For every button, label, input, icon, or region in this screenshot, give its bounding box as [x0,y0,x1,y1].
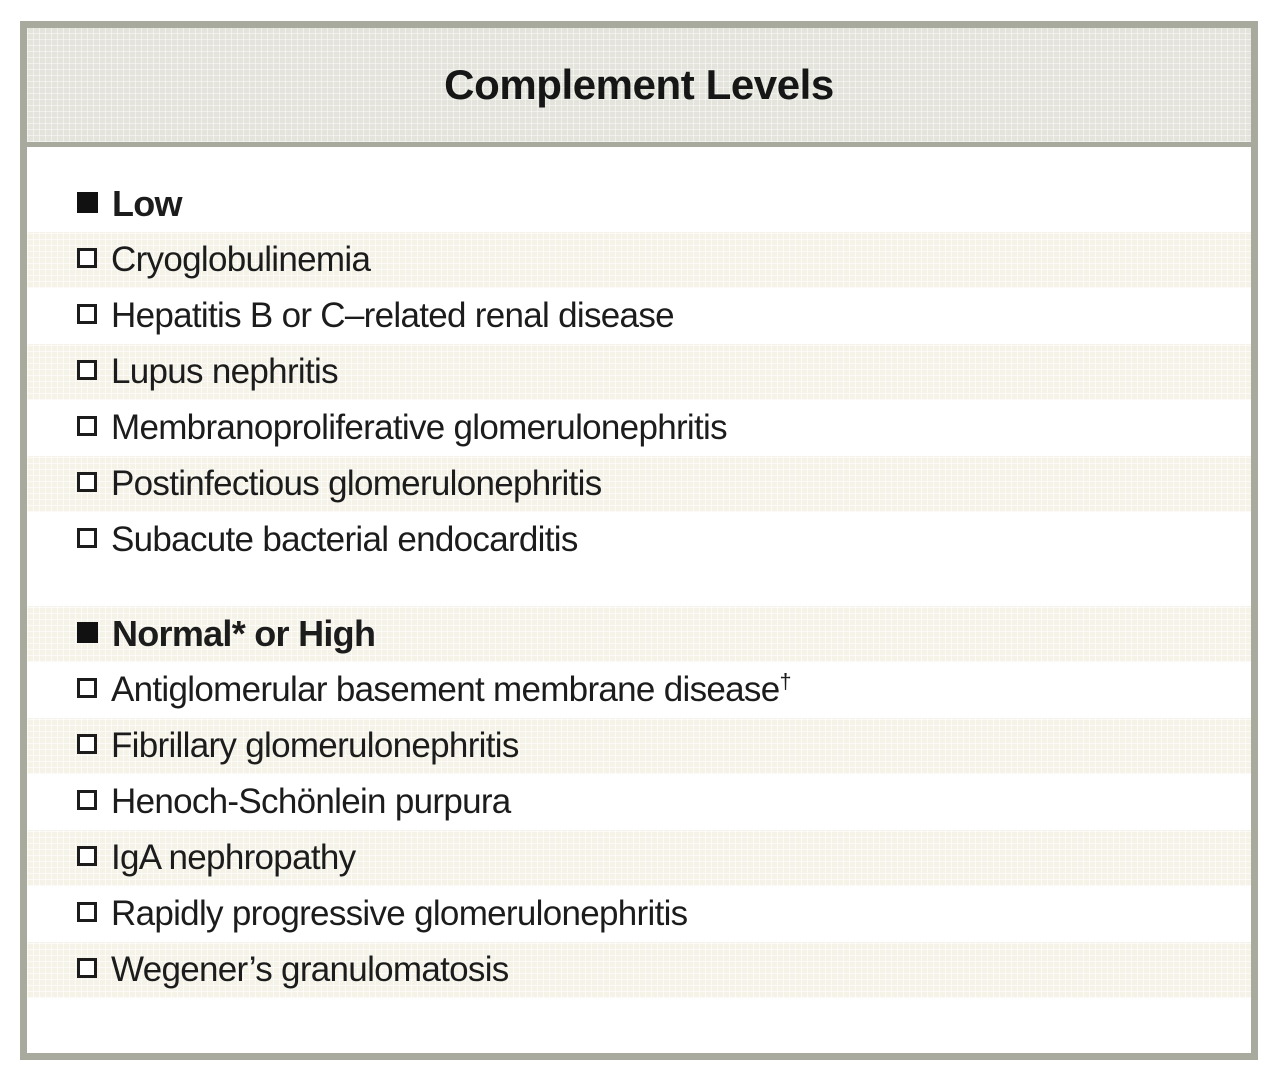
open-square-icon [77,248,97,268]
list-item: Lupus nephritis [27,344,1251,400]
open-square-icon [77,304,97,324]
open-square-icon [77,790,97,810]
filled-square-icon [77,191,98,213]
open-square-icon [77,360,97,380]
complement-levels-table: Complement Levels Low Cryoglobulinemia H… [20,21,1258,1060]
section-header-low: Low [27,176,1251,232]
list-item-label: Hepatitis B or C–related renal disease [111,296,675,335]
open-square-icon [77,472,97,492]
list-item-label: Rapidly progressive glomerulonephritis [111,894,688,933]
list-item: Fibrillary glomerulonephritis [27,718,1251,774]
section-label: Normal* or High [112,613,376,654]
list-item-label: IgA nephropathy [111,838,356,877]
section-label: Low [112,183,183,224]
table-title: Complement Levels [444,61,834,108]
filled-square-icon [77,621,98,643]
table-body: Low Cryoglobulinemia Hepatitis B or C–re… [27,147,1251,998]
list-item: Hepatitis B or C–related renal disease [27,288,1251,344]
section-header-normal-or-high: Normal* or High [27,606,1251,662]
list-item: IgA nephropathy [27,830,1251,886]
dagger-footnote-marker: † [779,668,791,694]
list-item: Antiglomerular basement membrane disease… [27,662,1251,718]
list-item-label: Membranoproliferative glomerulonephritis [111,408,728,447]
section-gap [27,568,1251,606]
list-item-label: Antiglomerular basement membrane disease… [111,668,792,709]
list-item-label: Wegener’s granulomatosis [111,950,509,989]
table-header: Complement Levels [27,28,1251,147]
list-item-label: Postinfectious glomerulonephritis [111,464,602,503]
open-square-icon [77,678,97,698]
open-square-icon [77,528,97,548]
list-item-label: Lupus nephritis [111,352,339,391]
open-square-icon [77,902,97,922]
list-item: Membranoproliferative glomerulonephritis [27,400,1251,456]
list-item: Subacute bacterial endocarditis [27,512,1251,568]
list-item: Cryoglobulinemia [27,232,1251,288]
open-square-icon [77,734,97,754]
list-item-label: Cryoglobulinemia [111,240,371,279]
list-item-label: Henoch-Schönlein purpura [111,782,511,821]
list-item: Postinfectious glomerulonephritis [27,456,1251,512]
list-item-label: Subacute bacterial endocarditis [111,520,578,559]
list-item: Wegener’s granulomatosis [27,942,1251,998]
open-square-icon [77,416,97,436]
list-item: Henoch-Schönlein purpura [27,774,1251,830]
list-item-label: Fibrillary glomerulonephritis [111,726,519,765]
list-item: Rapidly progressive glomerulonephritis [27,886,1251,942]
open-square-icon [77,958,97,978]
open-square-icon [77,846,97,866]
